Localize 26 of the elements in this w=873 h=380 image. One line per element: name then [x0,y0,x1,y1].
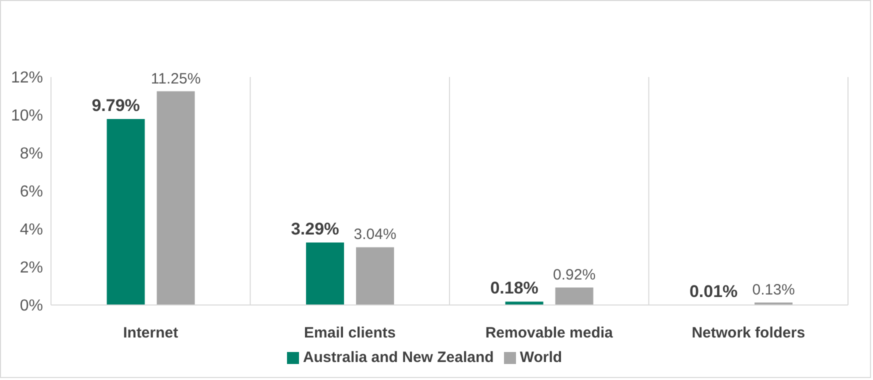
y-tick-label: 8% [20,146,43,163]
bar [156,91,195,305]
x-tick-label: Email clients [304,324,396,342]
y-tick-label: 6% [20,184,43,201]
x-tick-label: Internet [123,324,178,342]
data-label: 0.92% [553,266,596,284]
y-tick-label: 4% [20,222,43,239]
data-label: 3.04% [354,226,396,244]
legend-label: Australia and New Zealand [302,349,494,366]
data-label: 0.18% [490,278,538,298]
data-label: 0.01% [689,282,738,301]
bar [356,247,394,305]
data-label: 11.25% [150,70,201,88]
y-tick-label: 12% [10,70,43,87]
data-label: 9.79% [92,96,140,115]
y-tick-label: 10% [10,108,43,125]
legend-label: World [520,349,562,366]
bar [306,242,344,305]
bar [555,288,594,305]
y-tick-label: 2% [20,260,43,277]
data-label: 0.13% [752,282,795,299]
bar [106,118,145,305]
x-tick-label: Network folders [692,324,806,342]
data-label: 3.29% [290,219,340,238]
y-tick-label: 0% [20,298,43,315]
x-tick-label: Removable media [485,324,614,342]
